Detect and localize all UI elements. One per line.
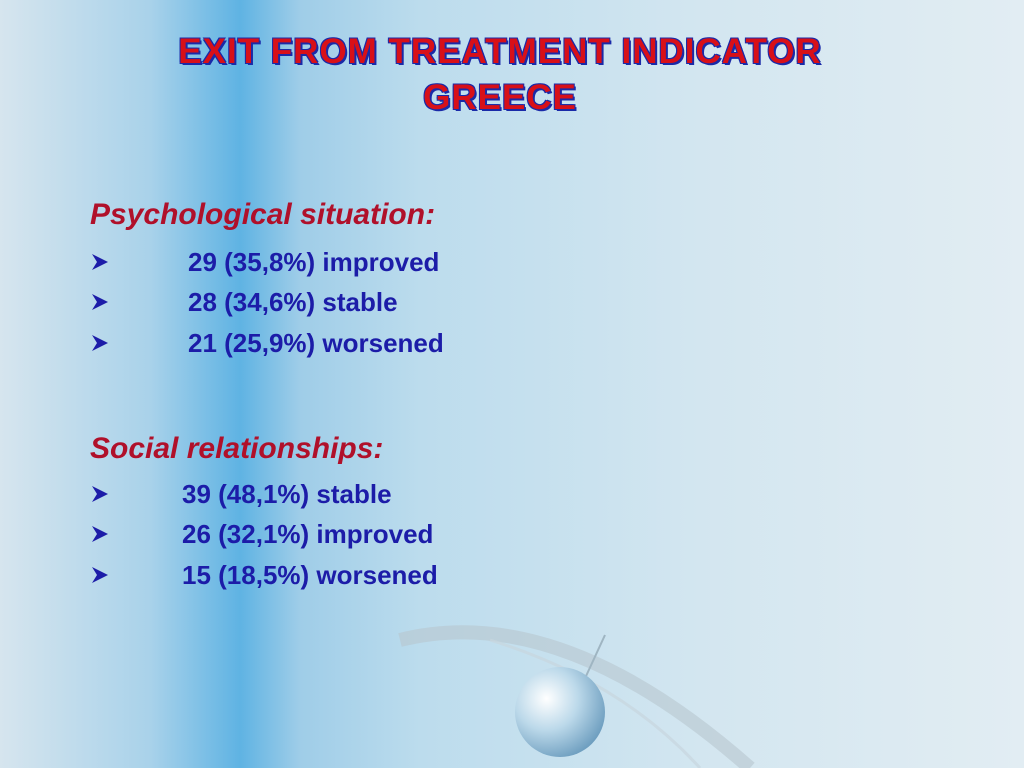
section-heading: Social relationships: (90, 432, 384, 465)
list-item: 21 (25,9%) worsened (188, 328, 444, 358)
list-item: 29 (35,8%) improved (188, 247, 440, 277)
arc (398, 625, 755, 768)
list-item: 28 (34,6%) stable (188, 287, 398, 317)
section-heading: Psychological situation: (90, 198, 436, 231)
list-item: 26 (32,1%) improved (182, 519, 434, 549)
list-item: 15 (18,5%) worsened (182, 560, 438, 590)
title-line: GREECE (423, 78, 577, 117)
title-line: EXIT FROM TREATMENT INDICATOR (178, 32, 822, 71)
arc (489, 638, 702, 768)
bullet (92, 567, 108, 583)
bullet (92, 335, 108, 351)
bullet (92, 486, 108, 502)
bullet (92, 526, 108, 542)
bullet (92, 254, 108, 270)
orb (515, 667, 605, 757)
list-item: 39 (48,1%) stable (182, 479, 392, 509)
bullet (92, 294, 108, 310)
